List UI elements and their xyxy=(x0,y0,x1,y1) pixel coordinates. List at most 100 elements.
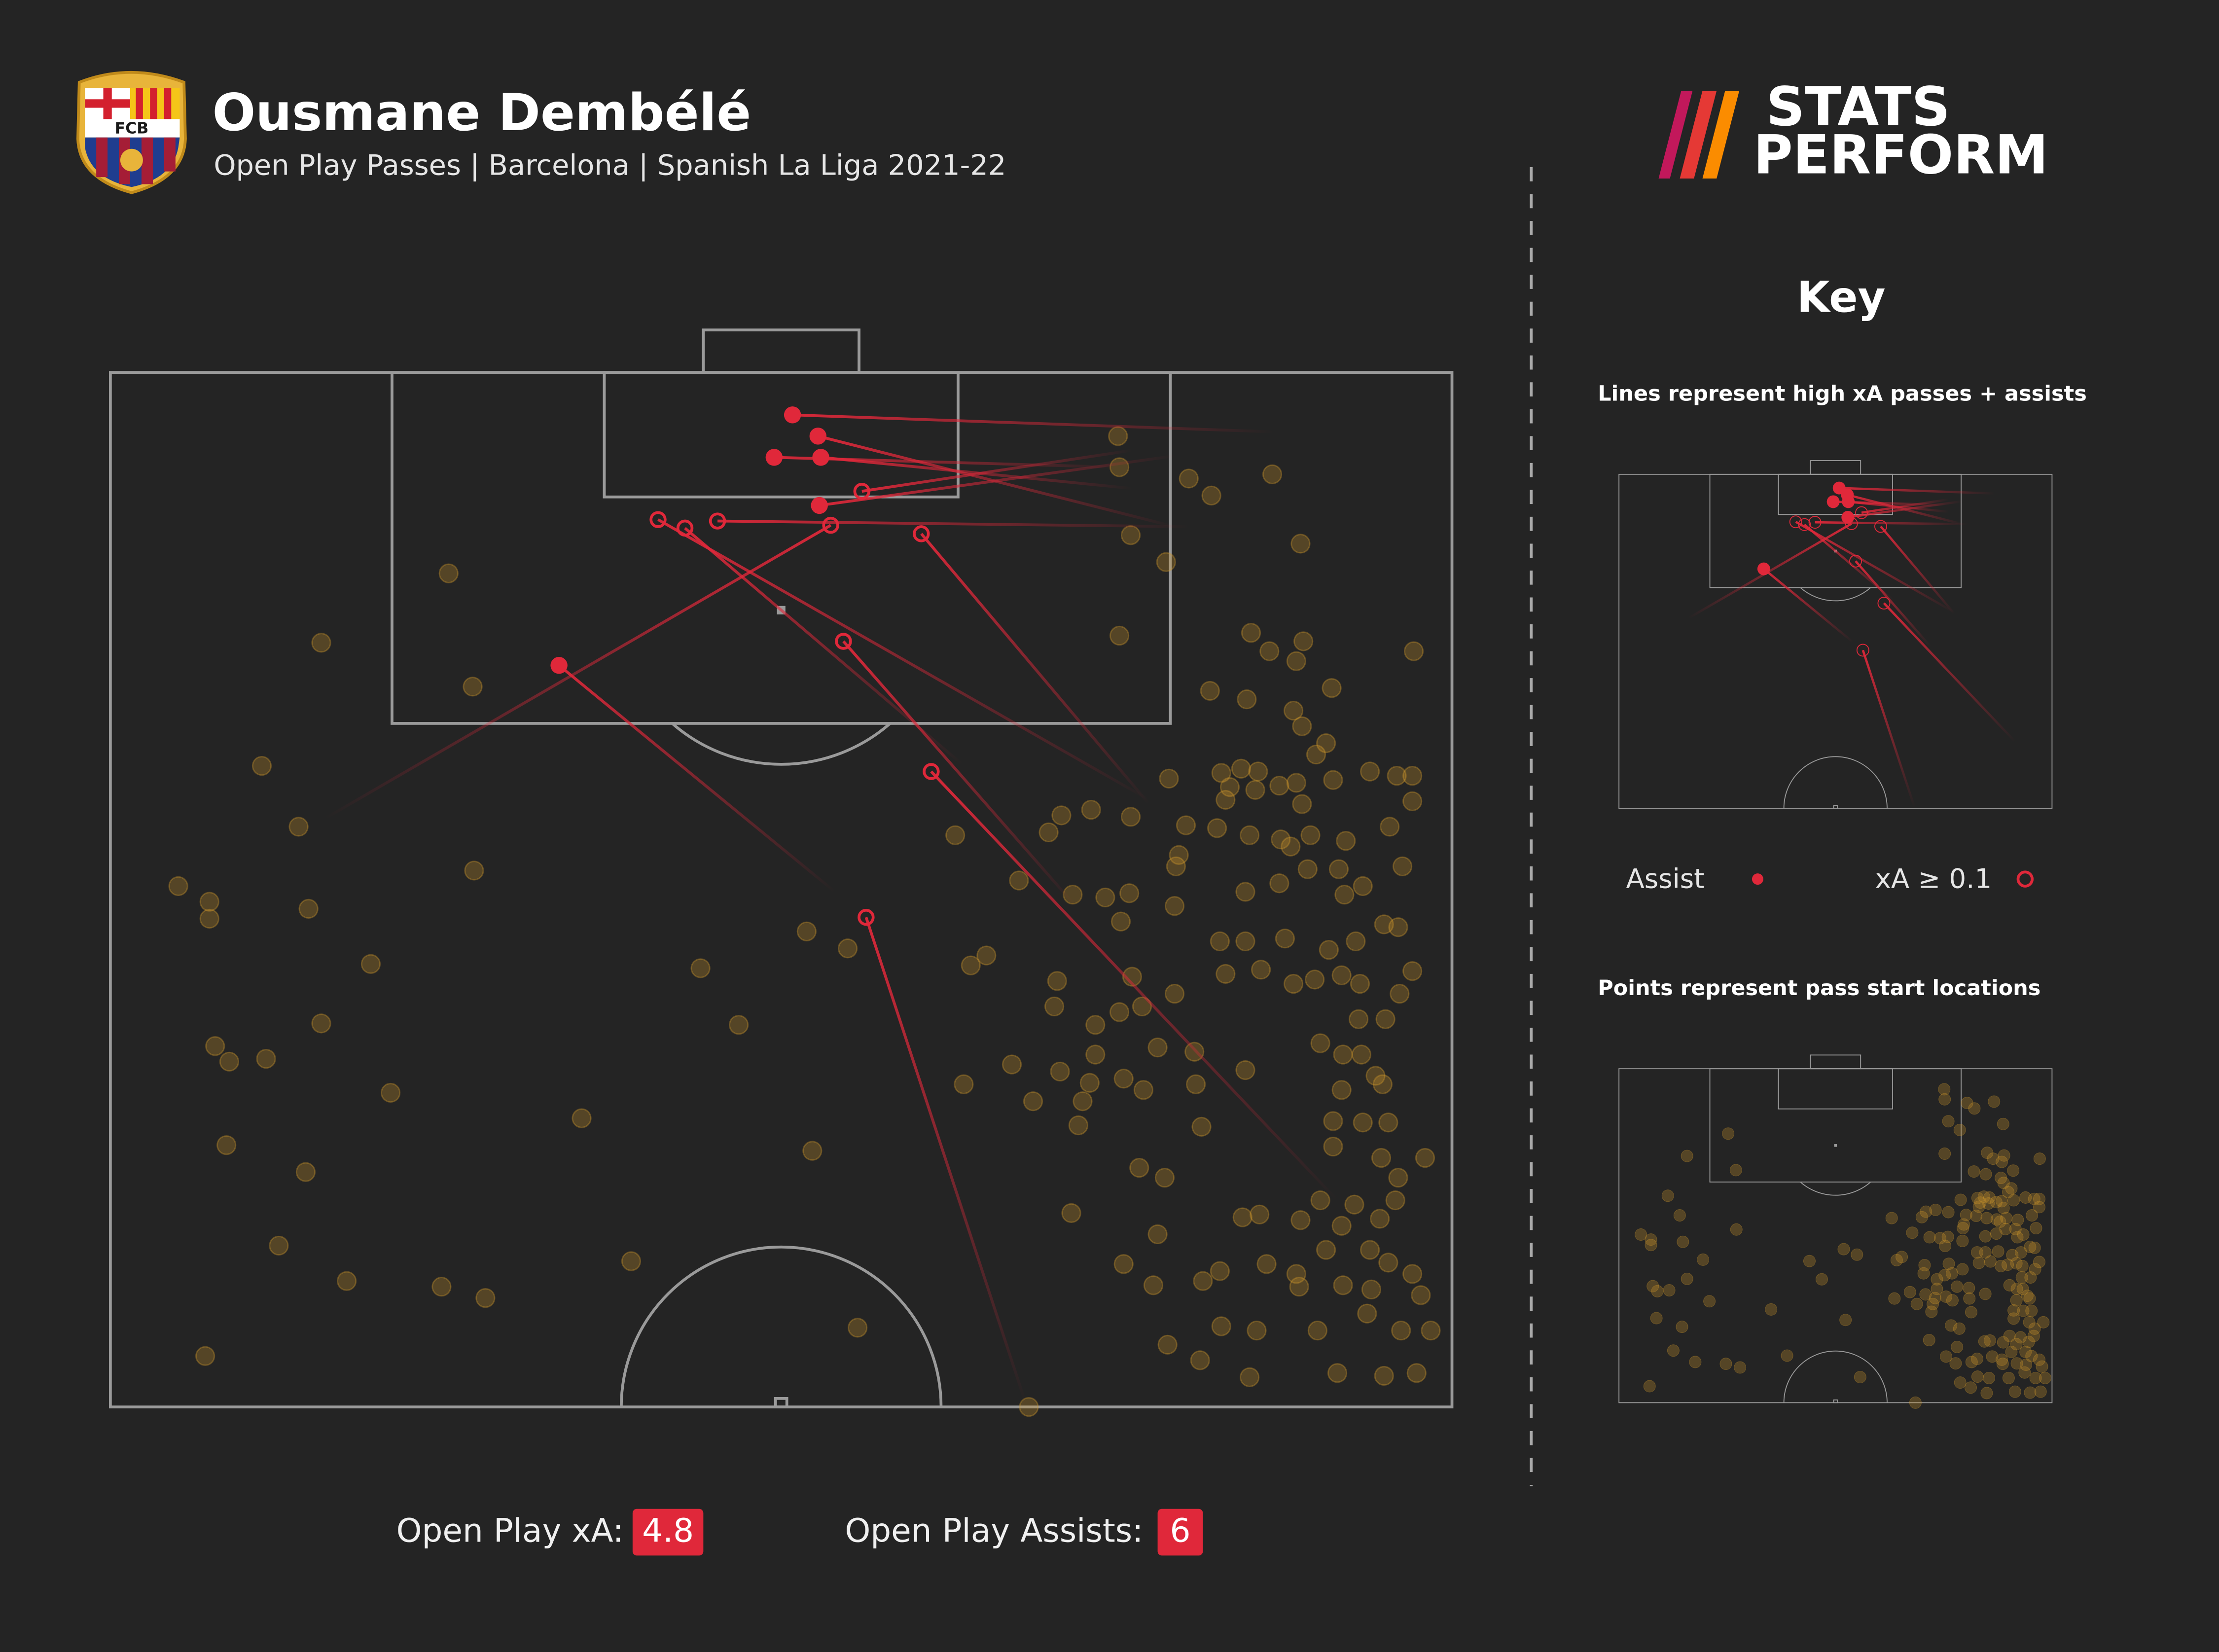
pass-start-point xyxy=(1697,1253,1710,1266)
stat-badge xyxy=(632,1508,704,1556)
centre-circle xyxy=(1783,756,1888,809)
pass-start-point xyxy=(1939,1240,1952,1253)
pass-start-point xyxy=(2028,1322,2041,1335)
pass-start-point xyxy=(1765,1303,1778,1316)
pass-start-point xyxy=(1390,983,1410,1004)
pass-start-point xyxy=(1009,870,1029,891)
pass-start-point xyxy=(1122,967,1143,987)
pass-start-point xyxy=(1909,1396,1922,1409)
pass-start-point xyxy=(2007,1312,2020,1325)
stat-badge xyxy=(1157,1508,1203,1556)
pass-line xyxy=(324,524,832,820)
pass-start-point xyxy=(2027,1329,2040,1342)
pass-start-point xyxy=(1374,914,1394,934)
pass-start-point xyxy=(1954,1376,1967,1389)
pass-start-point xyxy=(2026,1209,2039,1222)
stat-label: Open Play Assists: xyxy=(845,1512,1143,1550)
goal xyxy=(1810,460,1861,475)
assist-marker xyxy=(765,449,783,466)
pass-line xyxy=(1855,560,1932,647)
pass-start-point xyxy=(2002,1258,2014,1271)
pass-start-point xyxy=(1269,776,1289,796)
pass-start-point xyxy=(1378,1113,1398,1133)
pass-start-point xyxy=(1019,1397,1039,1417)
pass-start-point xyxy=(1316,1240,1336,1260)
pass-line xyxy=(842,640,1077,907)
pass-start-point xyxy=(199,908,219,929)
pass-start-point xyxy=(1050,1061,1070,1082)
pass-start-point xyxy=(2005,1346,2018,1359)
assist-marker xyxy=(811,497,828,514)
pass-start-point xyxy=(1929,1292,1941,1304)
pass-line xyxy=(930,770,1339,1202)
pass-start-point xyxy=(1996,1358,2009,1370)
pass-start-point xyxy=(1719,1358,1732,1370)
pass-start-point xyxy=(1650,1312,1663,1325)
pass-start-point xyxy=(1689,1356,1702,1368)
pass-start-point xyxy=(298,898,319,919)
xa-marker xyxy=(1856,644,1869,657)
pass-start-point xyxy=(1983,1334,1996,1347)
pass-start-point xyxy=(1259,641,1280,661)
pass-start-point xyxy=(837,938,858,959)
pass-start-point xyxy=(1319,940,1339,960)
pass-start-point xyxy=(1681,1149,1693,1162)
pass-start-point xyxy=(1920,1205,1933,1218)
pass-start-point xyxy=(1275,929,1295,949)
centre-circle xyxy=(620,1245,943,1407)
pass-start-point xyxy=(1995,1195,2008,1208)
pass-start-point xyxy=(2036,1360,2048,1373)
pass-start-point xyxy=(2023,1316,2036,1329)
pass-start-point xyxy=(1290,534,1311,554)
pass-start-point xyxy=(431,1277,452,1297)
pass-start-point xyxy=(464,861,484,881)
pass-start-point xyxy=(1334,885,1355,905)
pass-start-point xyxy=(1361,1279,1382,1299)
pass-start-point xyxy=(1235,882,1255,902)
goal xyxy=(1810,1054,1861,1070)
pass-start-point xyxy=(216,1135,237,1155)
pass-start-point xyxy=(2010,1257,2023,1270)
pass-start-point xyxy=(1972,1257,1985,1269)
subtitle: Open Play Passes | Barcelona | Spanish L… xyxy=(214,149,1006,182)
brand-line2: PERFORM xyxy=(1754,124,2048,186)
pass-start-point xyxy=(796,921,817,941)
pass-start-point xyxy=(2002,1371,2015,1384)
pass-start-point xyxy=(438,563,459,583)
pass-start-point xyxy=(1110,625,1130,646)
pass-start-point xyxy=(1995,1259,2007,1272)
pass-start-point xyxy=(1375,1009,1396,1029)
pass-start-point xyxy=(1923,1333,1935,1346)
pass-start-point xyxy=(1333,1275,1353,1295)
pass-start-point xyxy=(1995,1353,2008,1366)
pass-start-point xyxy=(475,1288,496,1308)
pass-start-point xyxy=(1888,1292,1901,1305)
pass-start-point xyxy=(1972,1200,1985,1213)
key-assist-label: Assist xyxy=(1626,863,1705,895)
pass-start-point xyxy=(1306,744,1326,765)
pitch-main xyxy=(108,328,1454,1417)
pass-start-point xyxy=(219,1051,240,1072)
pass-start-point xyxy=(1164,896,1185,916)
pass-start-point xyxy=(1931,1283,1943,1295)
xa-marker xyxy=(1798,518,1811,531)
pass-start-point xyxy=(2009,1222,2022,1235)
pass-start-point xyxy=(2028,1192,2040,1205)
pass-start-point xyxy=(1977,1190,1990,1203)
pass-start-point xyxy=(1211,763,1231,783)
pass-start-point xyxy=(1237,689,1257,710)
pass-start-point xyxy=(1240,1367,1260,1387)
pass-line xyxy=(717,519,1189,528)
pass-start-point xyxy=(1837,1243,1850,1256)
assist-marker xyxy=(1826,495,1840,508)
assist-marker xyxy=(1757,562,1770,575)
pass-start-point xyxy=(1979,1230,1992,1243)
pass-start-point xyxy=(1925,1305,1938,1318)
pass-start-point xyxy=(1281,836,1301,857)
pass-start-point xyxy=(1942,1206,1955,1219)
pass-start-point xyxy=(1176,815,1196,835)
pass-start-point xyxy=(1002,1054,1022,1075)
pass-line xyxy=(1795,521,1955,613)
pass-start-point xyxy=(728,1015,749,1035)
pass-start-point xyxy=(1210,931,1230,951)
